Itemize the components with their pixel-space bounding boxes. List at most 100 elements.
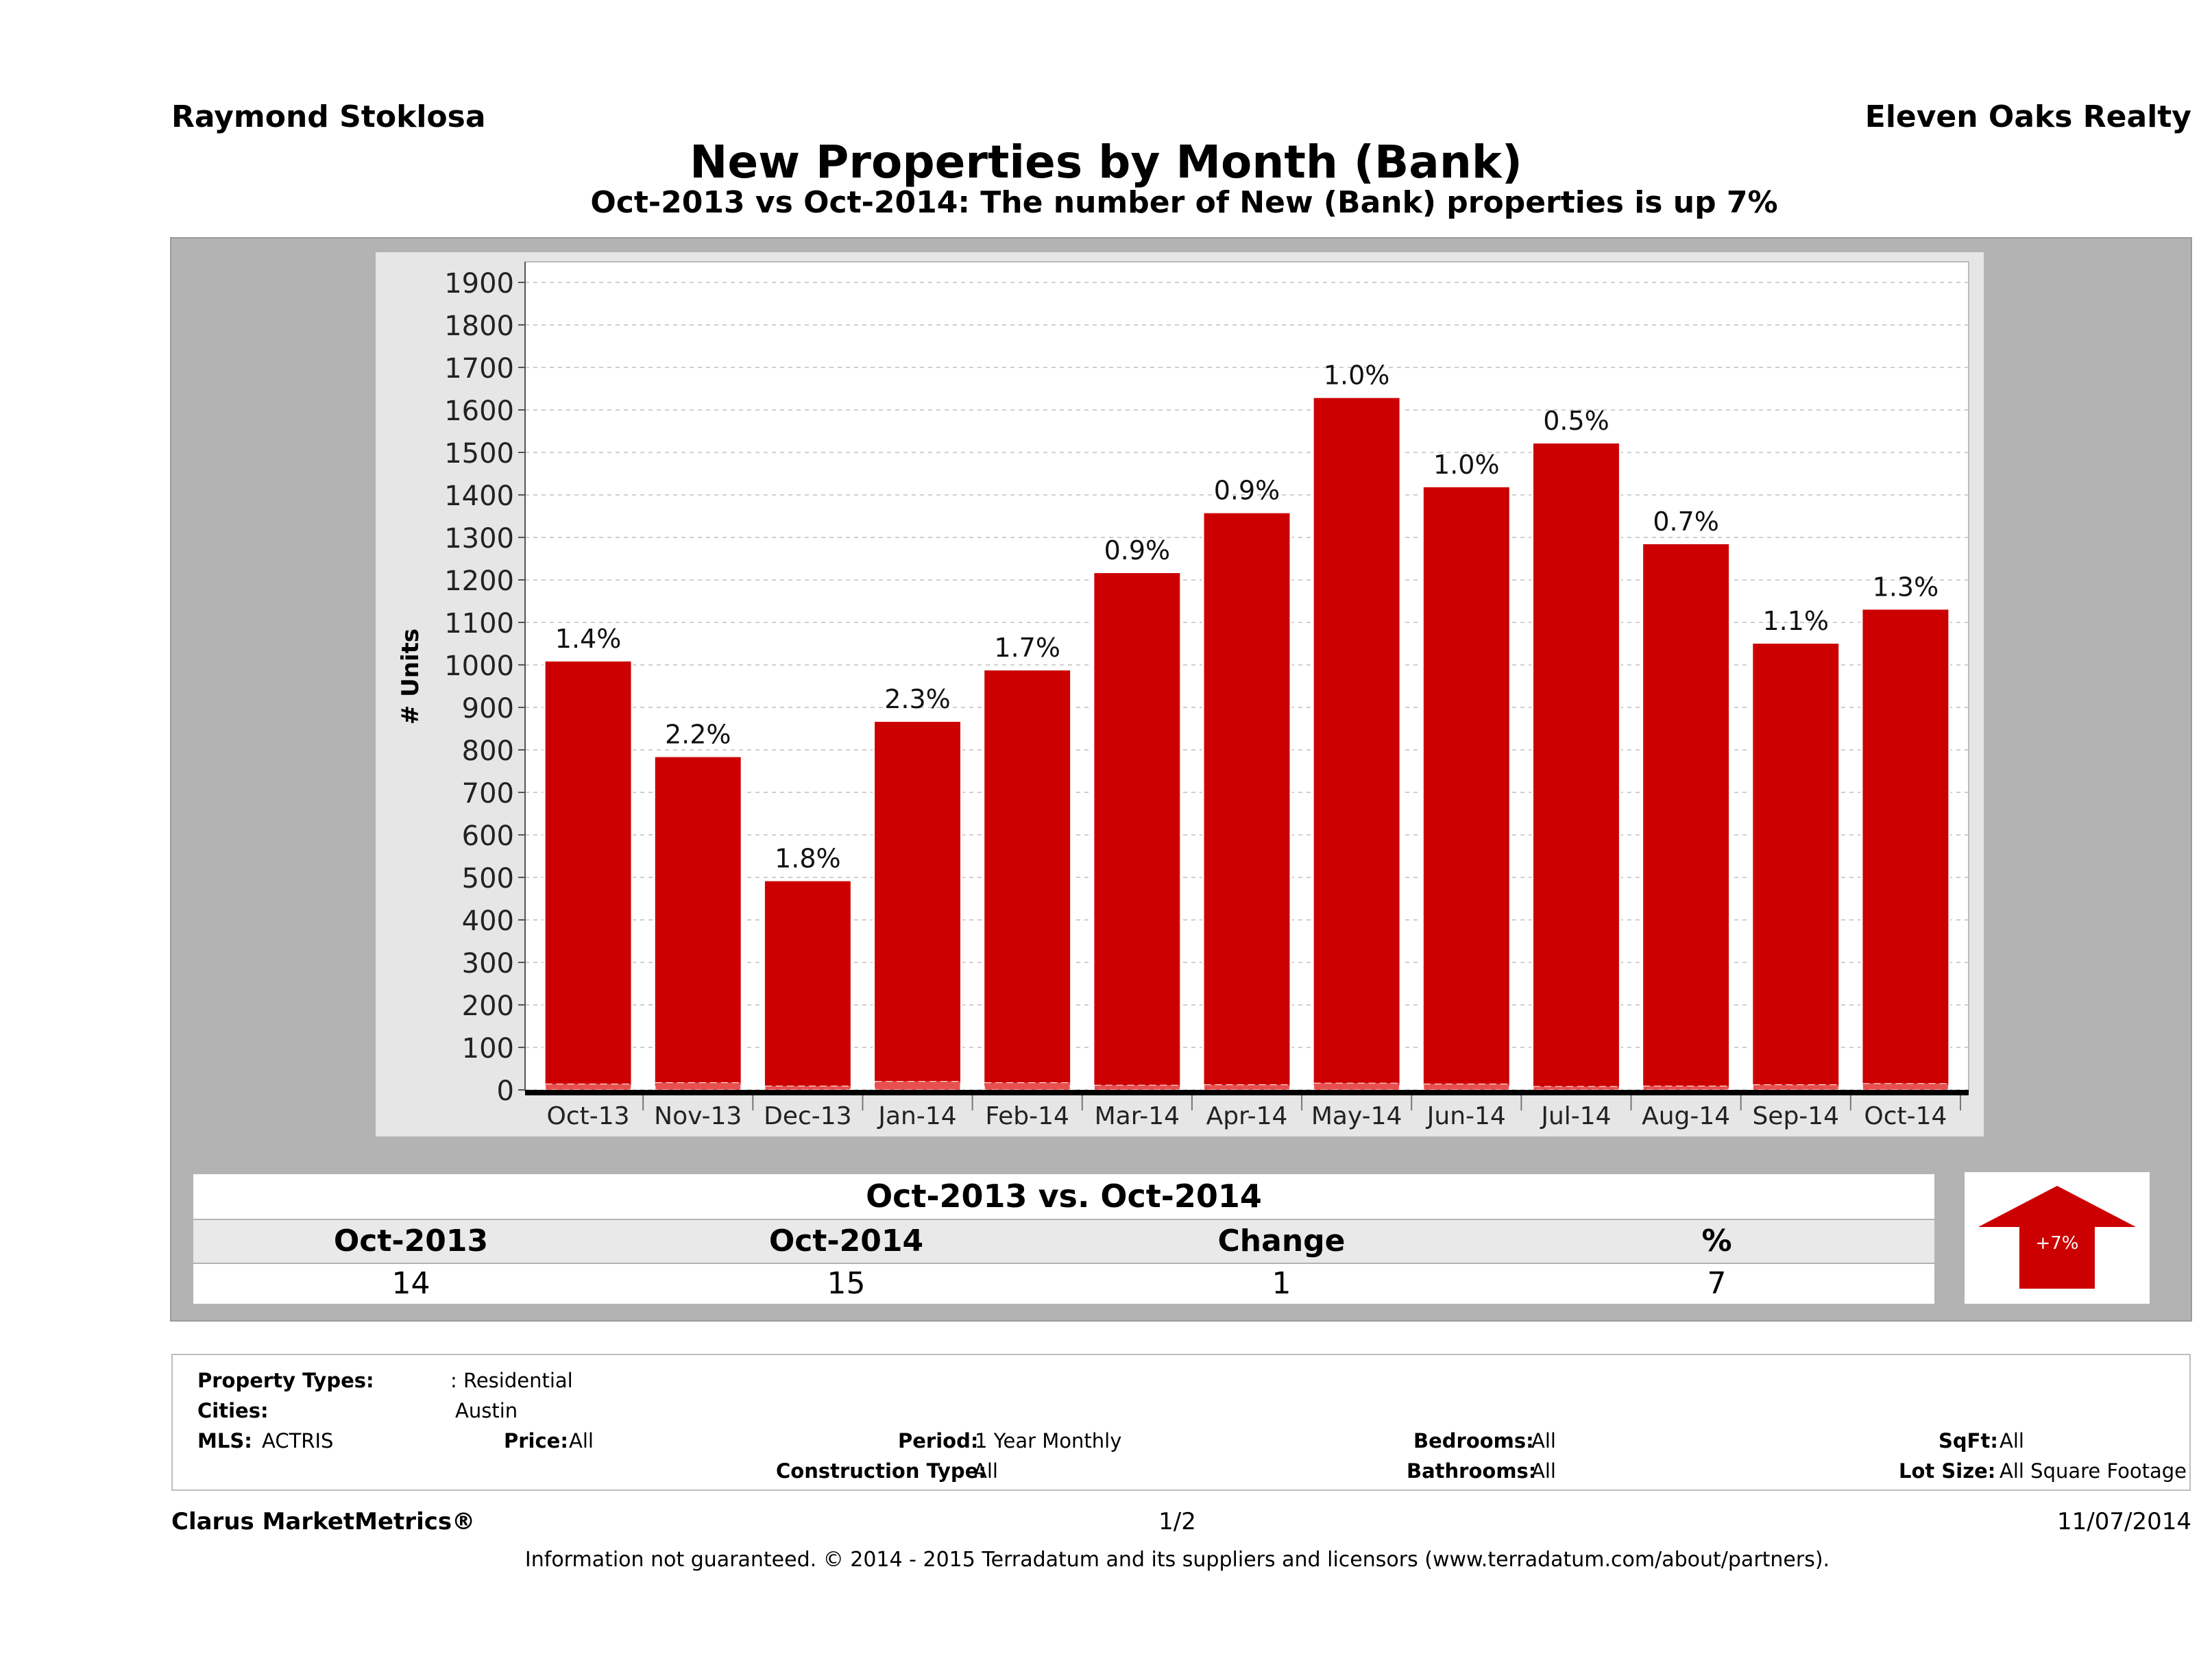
bank-bar xyxy=(1533,1086,1620,1091)
lot-size-label: Lot Size: xyxy=(1899,1459,1996,1483)
bar xyxy=(1643,544,1729,1090)
lot-size-value: All Square Footage xyxy=(2000,1459,2187,1483)
y-tick-label: 0 xyxy=(497,1075,514,1107)
bedrooms-value: All xyxy=(1531,1429,1556,1452)
y-tick-label: 1700 xyxy=(444,353,514,385)
construction-type-value: All xyxy=(973,1459,998,1483)
price-value: All xyxy=(569,1429,594,1452)
x-tick-label: Aug-14 xyxy=(1642,1102,1730,1130)
sqft-value: All xyxy=(2000,1429,2024,1452)
bank-bar xyxy=(764,1085,851,1091)
bank-bar xyxy=(1862,1083,1949,1091)
price-label: Price: xyxy=(504,1429,568,1452)
trend-box: +7% xyxy=(1965,1172,2150,1304)
comparison-value-percent: 7 xyxy=(1707,1266,1727,1301)
x-tick-label: Dec-13 xyxy=(764,1102,851,1130)
y-tick-label: 1000 xyxy=(444,650,514,682)
y-tick-label: 500 xyxy=(462,863,514,895)
bank-bar xyxy=(1752,1084,1839,1091)
y-tick-label: 600 xyxy=(462,820,514,852)
data-label: 1.7% xyxy=(994,633,1060,663)
data-label: 2.2% xyxy=(665,720,731,750)
y-tick-label: 400 xyxy=(462,905,514,937)
disclaimer: Information not guaranteed. © 2014 - 201… xyxy=(524,1548,1830,1572)
bank-bar xyxy=(1642,1085,1729,1091)
data-label: 0.9% xyxy=(1214,476,1280,506)
x-tick-label: Jun-14 xyxy=(1426,1102,1506,1130)
property-types-value: : Residential xyxy=(450,1369,573,1392)
x-tick-label: Oct-14 xyxy=(1864,1102,1947,1130)
bar xyxy=(984,670,1071,1090)
y-tick-label: 1400 xyxy=(444,481,514,512)
chart-title: New Properties by Month (Bank) xyxy=(690,136,1522,189)
y-tick-label: 700 xyxy=(462,778,514,810)
bathrooms-label: Bathrooms: xyxy=(1407,1459,1537,1483)
data-label: 1.8% xyxy=(775,844,841,874)
construction-type-label: Construction Type: xyxy=(776,1459,986,1483)
bank-bar xyxy=(1093,1084,1180,1091)
y-tick-label: 1200 xyxy=(444,566,514,597)
x-tick-label: Nov-13 xyxy=(654,1102,742,1130)
bar xyxy=(1423,487,1509,1090)
bar xyxy=(1094,573,1180,1090)
bar xyxy=(545,661,631,1090)
y-tick-label: 1500 xyxy=(444,438,514,470)
y-axis-label: # Units xyxy=(397,629,424,725)
comparison-header-change: Change xyxy=(1217,1224,1346,1258)
comparison-header-percent: % xyxy=(1701,1224,1732,1258)
comparison-value-oct-2014: 15 xyxy=(827,1266,866,1301)
mls-label: MLS: xyxy=(197,1429,252,1452)
data-label: 0.9% xyxy=(1104,535,1171,566)
bank-bar xyxy=(1204,1084,1290,1091)
comparison-value-change: 1 xyxy=(1272,1266,1291,1301)
property-types-label: Property Types: xyxy=(197,1369,374,1392)
x-tick-label: Sep-14 xyxy=(1752,1102,1839,1130)
comparison-value-row: 14 15 1 7 xyxy=(193,1264,1934,1304)
bar xyxy=(1753,644,1839,1090)
y-tick-label: 1100 xyxy=(444,608,514,640)
bar-chart: 0 100 200 300 400 500 600 700 800 900 1000 1100 1200… xyxy=(397,261,1969,1130)
data-label: 1.4% xyxy=(555,624,622,654)
bar xyxy=(1533,443,1619,1090)
y-tick-label: 1800 xyxy=(444,311,514,342)
data-label: 1.1% xyxy=(1762,606,1829,636)
chart-subtitle: Oct-2013 vs Oct-2014: The number of New … xyxy=(590,185,1778,220)
sqft-label: SqFt: xyxy=(1938,1429,1998,1452)
y-tick-label: 1600 xyxy=(444,396,514,427)
bank-bar xyxy=(1423,1083,1510,1091)
bank-bar xyxy=(1313,1082,1400,1091)
y-tick-label: 100 xyxy=(462,1033,514,1065)
y-tick-label: 300 xyxy=(462,948,514,980)
bar xyxy=(655,757,741,1090)
bar xyxy=(764,881,851,1090)
x-tick-label: Apr-14 xyxy=(1206,1102,1288,1130)
x-tick-label: May-14 xyxy=(1311,1102,1402,1130)
bank-bar xyxy=(874,1081,961,1091)
cities-value: Austin xyxy=(455,1399,518,1422)
bar xyxy=(1204,513,1290,1090)
x-tick-label: Jul-14 xyxy=(1540,1102,1611,1130)
page-number: 1/2 xyxy=(1158,1508,1196,1535)
comparison-header-oct-2013: Oct-2013 xyxy=(333,1224,489,1258)
cities-label: Cities: xyxy=(197,1399,269,1422)
comparison-header-row: Oct-2013 Oct-2014 Change % xyxy=(193,1220,1934,1263)
data-label: 1.0% xyxy=(1433,450,1500,480)
comparison-header-oct-2014: Oct-2014 xyxy=(768,1224,924,1258)
trend-label: +7% xyxy=(2035,1233,2078,1254)
bar xyxy=(1862,609,1949,1090)
bank-bar xyxy=(984,1082,1071,1091)
bar xyxy=(875,722,960,1090)
y-tick-label: 900 xyxy=(462,693,514,725)
chart-area: 0 100 200 300 400 500 600 700 800 900 1000 1100 1200… xyxy=(376,252,1984,1136)
y-tick-label: 200 xyxy=(462,990,514,1022)
x-tick-label: Mar-14 xyxy=(1095,1102,1180,1130)
period-value: 1 Year Monthly xyxy=(975,1429,1122,1452)
period-label: Period: xyxy=(898,1429,979,1452)
mls-value: ACTRIS xyxy=(262,1429,334,1452)
criteria-box: Property Types: : Residential Cities: Au… xyxy=(171,1354,2191,1491)
data-label: 2.3% xyxy=(884,684,951,714)
data-label: 1.0% xyxy=(1324,361,1390,391)
x-tick-label: Oct-13 xyxy=(547,1102,630,1130)
up-arrow-icon: +7% xyxy=(1978,1186,2136,1289)
data-label: 0.5% xyxy=(1543,406,1609,436)
